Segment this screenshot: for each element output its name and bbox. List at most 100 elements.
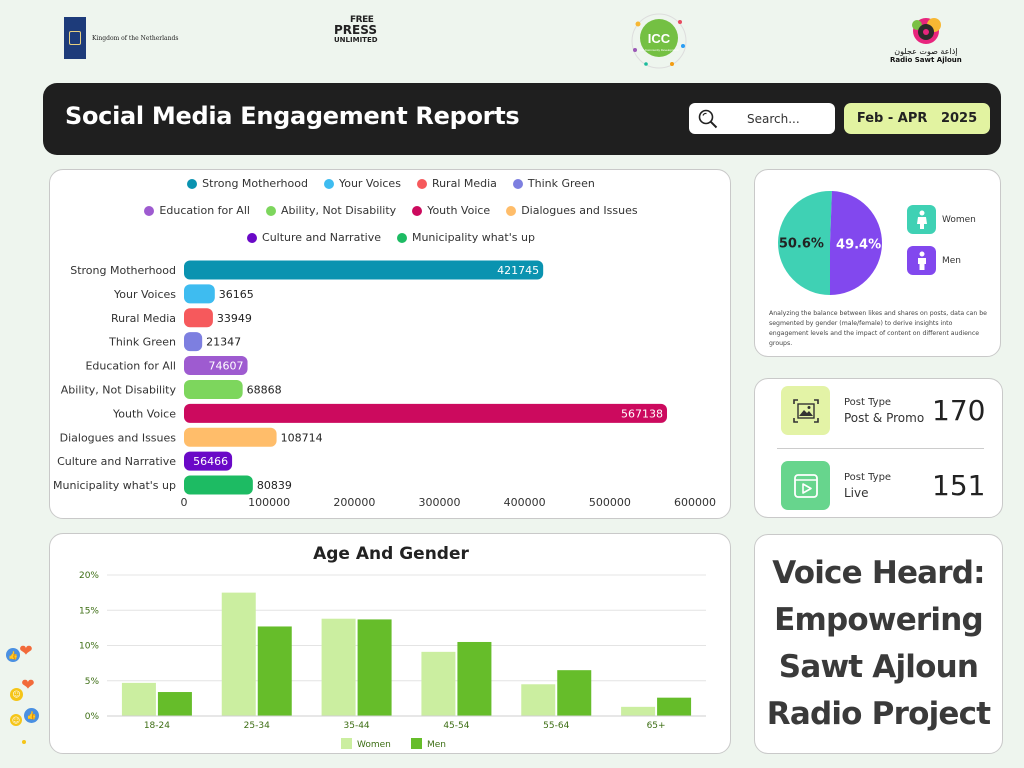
x-tick-label: 65+: [647, 721, 666, 731]
bar-value-label: 108714: [281, 431, 323, 444]
bar-category-label: Youth Voice: [112, 407, 176, 420]
emoji-icon: ☺: [10, 688, 23, 701]
image-icon: [781, 386, 830, 435]
x-tick-label: 0: [181, 496, 188, 509]
bar[interactable]: [184, 403, 668, 423]
radio-logo-arabic: إذاعة صوت عجلون: [894, 47, 958, 56]
pie-slice-label: 50.6%: [779, 236, 824, 251]
x-tick-label: 25-34: [244, 721, 270, 731]
bar-category-label: Rural Media: [111, 312, 176, 325]
bar-category-label: Education for All: [85, 360, 176, 373]
legend-label: Your Voices: [338, 177, 401, 190]
age-bar-women[interactable]: [321, 618, 356, 716]
bar[interactable]: [184, 427, 277, 447]
age-bar-men[interactable]: [557, 670, 592, 716]
heart-icon: ❤: [21, 674, 35, 694]
pie-slice[interactable]: [830, 191, 883, 295]
free-press-unlimited-logo: FREE PRESS UNLIMITED: [334, 16, 378, 45]
legend-label: Think Green: [527, 177, 595, 190]
legend-label: Education for All: [159, 204, 250, 217]
gender-analysis-note: Analyzing the balance between likes and …: [769, 310, 987, 347]
post-type-label: Post Type: [844, 396, 892, 408]
legend-label: Dialogues and Issues: [521, 204, 638, 217]
legend-item[interactable]: Dialogues and Issues: [506, 204, 638, 217]
age-bar-men[interactable]: [357, 619, 392, 716]
dot-icon: [22, 740, 26, 744]
legend-swatch: [396, 232, 407, 243]
pie-slice[interactable]: [778, 191, 832, 295]
legend-label: Municipality what's up: [411, 231, 535, 244]
x-tick-label: 55-64: [543, 721, 569, 731]
bar[interactable]: [184, 260, 544, 280]
age-bar-men[interactable]: [657, 697, 692, 716]
legend-item[interactable]: Education for All: [144, 204, 250, 217]
bar[interactable]: [184, 284, 215, 304]
bar-value-label: 68868: [247, 383, 282, 396]
legend-label: Youth Voice: [427, 204, 491, 217]
post-type-value: Post & Promo: [844, 410, 925, 425]
age-bar-women[interactable]: [521, 684, 556, 716]
netherlands-crest-icon: [64, 17, 86, 59]
icc-logo: ICC For Community Development: [628, 10, 690, 72]
y-tick-label: 15%: [79, 606, 99, 616]
header-bar: Social Media Engagement Reports Search..…: [43, 83, 1001, 155]
age-bar-men[interactable]: [457, 641, 492, 716]
post-count: 151: [932, 469, 986, 502]
legend-label: Strong Motherhood: [202, 177, 308, 190]
heart-icon: ❤: [19, 640, 33, 660]
reaction-icons-decoration: 👍 ❤ ❤ ☺ 👍 ☺: [4, 640, 44, 750]
legend-item[interactable]: Youth Voice: [412, 204, 490, 217]
legend-item[interactable]: Think Green: [512, 177, 595, 190]
x-tick-label: 18-24: [144, 721, 170, 731]
bar[interactable]: [184, 379, 243, 399]
bar[interactable]: [184, 475, 253, 495]
x-tick-label: 600000: [674, 496, 716, 509]
svg-text:For Community Development: For Community Development: [639, 48, 678, 52]
bar-category-label: Dialogues and Issues: [60, 431, 177, 444]
man-icon: [907, 246, 936, 275]
x-tick-label: 200000: [333, 496, 375, 509]
legend-swatch: [187, 178, 198, 189]
bar-category-label: Your Voices: [113, 288, 176, 301]
age-bar-men[interactable]: [257, 626, 292, 716]
search-input[interactable]: Search...: [689, 103, 835, 134]
gender-split-card: 50.6% 49.4% Women Men Analyzing the balan…: [754, 169, 1001, 357]
legend-item[interactable]: Culture and Narrative: [247, 231, 381, 244]
gender-pie-chart: 50.6% 49.4%: [778, 191, 883, 295]
bar[interactable]: [184, 451, 233, 471]
post-type-row-live: Post Type Live 151: [781, 461, 985, 510]
legend-row: Education for All Ability, Not Disability…: [50, 204, 732, 217]
legend-swatch: [323, 178, 334, 189]
like-icon: 👍: [24, 708, 39, 723]
search-icon[interactable]: [693, 103, 723, 134]
age-bar-men[interactable]: [157, 692, 192, 716]
bar[interactable]: [184, 332, 203, 352]
bar[interactable]: [184, 356, 248, 376]
legend-item[interactable]: Municipality what's up: [396, 231, 535, 244]
project-tagline-card: Voice Heard: Empowering Sawt Ajloun Radi…: [754, 534, 1003, 754]
legend-swatch: [144, 205, 155, 216]
age-gender-bar-chart: 0% 5% 10% 15% 20% 18-24 25-34 35-44 45-54 55-64 65…: [79, 571, 706, 750]
x-tick-label: 500000: [589, 496, 631, 509]
netherlands-logo-text: Kingdom of the Netherlands: [92, 34, 179, 42]
legend-item[interactable]: Your Voices: [323, 177, 401, 190]
date-range-badge[interactable]: Feb - APR 2025: [844, 103, 990, 134]
post-type-row-promo: Post Type Post & Promo 170: [781, 386, 985, 435]
legend-men-label: Men: [942, 255, 962, 266]
legend-label: Men: [427, 740, 446, 750]
divider: [777, 448, 984, 449]
legend-item[interactable]: Rural Media: [416, 177, 497, 190]
bar[interactable]: [184, 308, 213, 328]
age-bar-women[interactable]: [221, 592, 256, 716]
pie-slice-label: 49.4%: [836, 238, 881, 253]
age-bar-women[interactable]: [421, 651, 456, 716]
y-tick-label: 20%: [79, 571, 99, 581]
svg-text:ICC: ICC: [648, 31, 671, 46]
age-bar-women[interactable]: [621, 706, 656, 716]
age-bar-women[interactable]: [121, 682, 156, 716]
legend-men: Men: [907, 246, 961, 275]
bar-value-label: 33949: [217, 312, 252, 325]
bar-value-label: 21347: [206, 336, 241, 349]
legend-item[interactable]: Ability, Not Disability: [265, 204, 396, 217]
legend-item[interactable]: Strong Motherhood: [187, 177, 308, 190]
